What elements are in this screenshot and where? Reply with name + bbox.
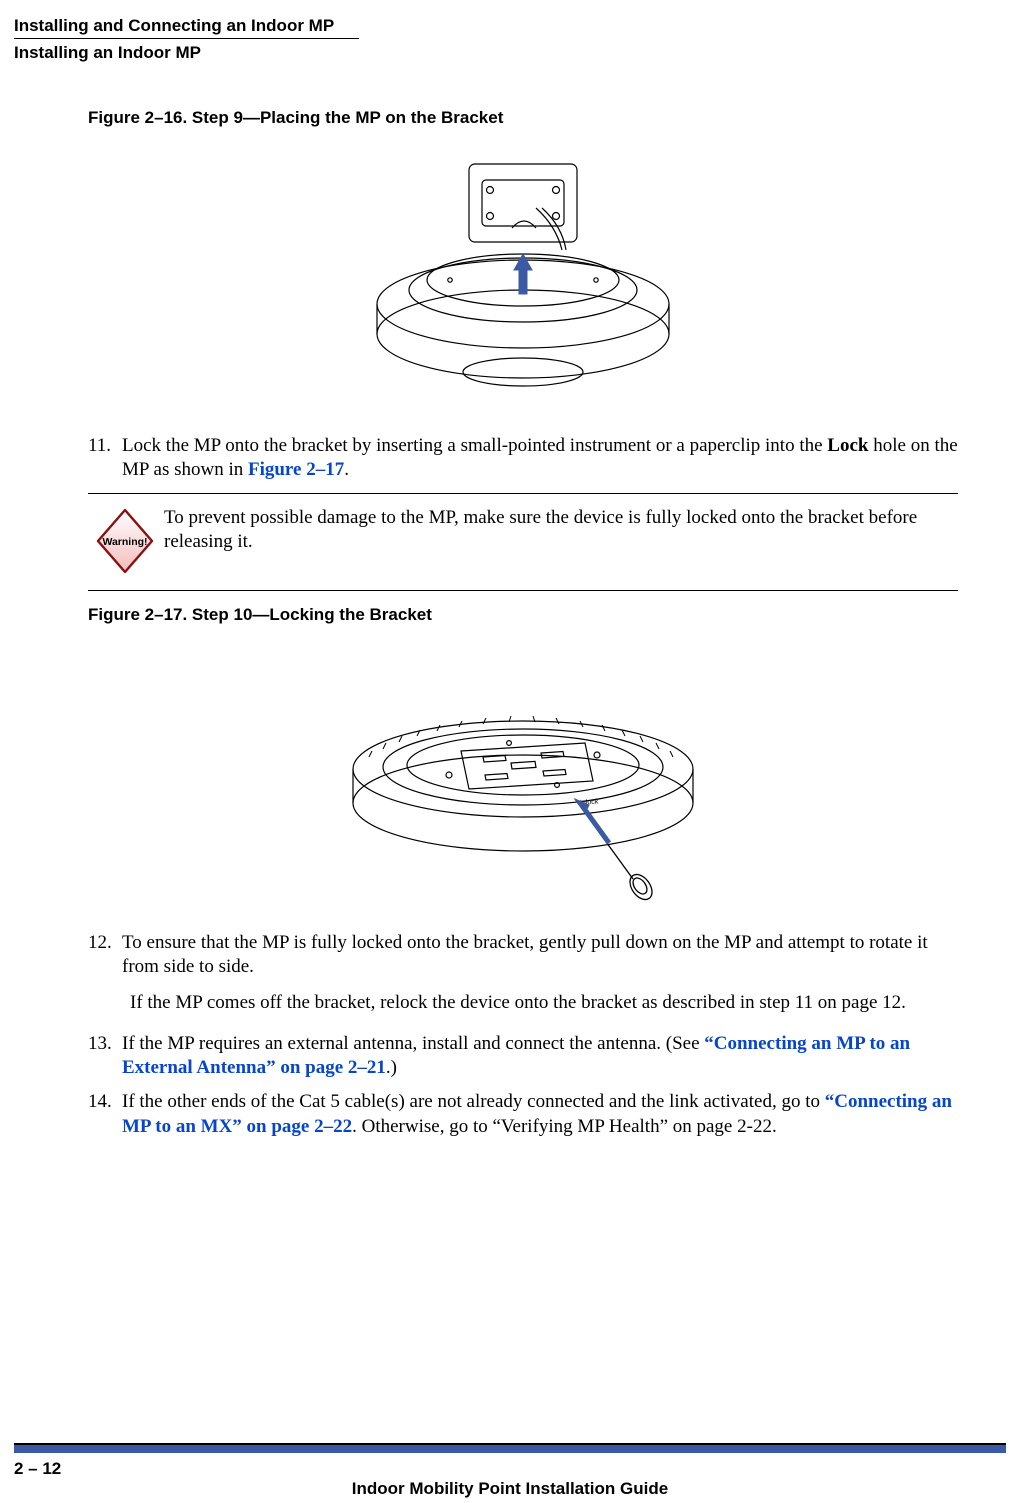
warning-label: Warning! [102,536,147,548]
page-number: 2 – 12 [14,1459,61,1479]
step-12: 12. To ensure that the MP is fully locke… [88,931,958,980]
content-area: Figure 2–16. Step 9—Placing the MP on th… [88,108,958,1149]
page: Installing and Connecting an Indoor MP I… [0,0,1020,1503]
text-run: .) [386,1057,397,1078]
xref-figure-2-17[interactable]: Figure 2–17 [248,459,344,480]
step-14: 14. If the other ends of the Cat 5 cable… [88,1090,958,1139]
section-title: Installing an Indoor MP [14,43,994,63]
step-text: To ensure that the MP is fully locked on… [122,931,958,980]
step-number: 14. [88,1090,122,1114]
step-text: If the MP requires an external antenna, … [122,1032,958,1081]
step-12-subtext: If the MP comes off the bracket, relock … [130,991,954,1015]
running-header: Installing and Connecting an Indoor MP I… [14,16,994,63]
step-number: 11. [88,434,122,458]
step-number: 13. [88,1032,122,1056]
text-run: . [344,459,349,480]
text-run: If the other ends of the Cat 5 cable(s) … [122,1091,825,1112]
step-11: 11. Lock the MP onto the bracket by inse… [88,434,958,483]
footer-title: Indoor Mobility Point Installation Guide [0,1479,1020,1499]
chapter-title: Installing and Connecting an Indoor MP [14,16,359,39]
text-run: . Otherwise, go to “Verifying MP Health”… [352,1116,777,1137]
page-footer: 2 – 12 Indoor Mobility Point Installatio… [0,1443,1020,1479]
figure-2-16-caption: Figure 2–16. Step 9—Placing the MP on th… [88,108,958,128]
figure-2-17-illustration: Unlock [333,655,713,903]
step-13: 13. If the MP requires an external anten… [88,1032,958,1081]
warning-block: Warning! To prevent possible damage to t… [88,493,958,591]
warning-text: To prevent possible damage to the MP, ma… [162,506,958,555]
figure-2-17-caption: Figure 2–17. Step 10—Locking the Bracket [88,605,958,625]
text-run: If the MP requires an external antenna, … [122,1033,704,1054]
footer-bar [14,1443,1006,1453]
warning-icon: Warning! [88,506,162,576]
text-run: Lock the MP onto the bracket by insertin… [122,435,827,456]
step-number: 12. [88,931,122,955]
figure-2-16-illustration [364,158,682,406]
step-text: If the other ends of the Cat 5 cable(s) … [122,1090,958,1139]
bold-run: Lock [827,435,868,456]
step-text: Lock the MP onto the bracket by insertin… [122,434,958,483]
